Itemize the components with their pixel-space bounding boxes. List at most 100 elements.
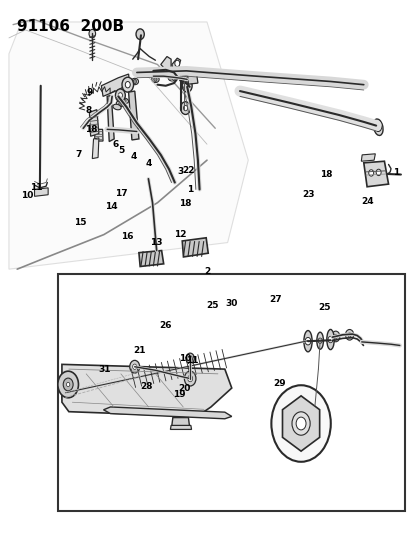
Ellipse shape	[113, 104, 121, 110]
Ellipse shape	[131, 78, 138, 85]
Text: 18: 18	[85, 125, 97, 134]
Polygon shape	[9, 22, 248, 269]
Ellipse shape	[316, 332, 323, 349]
Text: 31: 31	[98, 365, 110, 374]
Text: 10: 10	[179, 354, 191, 363]
Text: 22: 22	[181, 166, 194, 175]
Polygon shape	[361, 154, 375, 161]
Text: 17: 17	[115, 189, 128, 198]
Ellipse shape	[116, 101, 124, 107]
Text: 25: 25	[206, 301, 218, 310]
Ellipse shape	[180, 75, 190, 83]
Text: 1: 1	[392, 168, 398, 177]
Polygon shape	[95, 130, 103, 141]
Circle shape	[184, 371, 195, 386]
Circle shape	[185, 353, 194, 364]
Ellipse shape	[373, 119, 382, 135]
Circle shape	[333, 334, 337, 338]
Circle shape	[183, 106, 187, 111]
Circle shape	[118, 93, 122, 98]
Text: 18: 18	[179, 199, 191, 208]
Ellipse shape	[326, 329, 333, 350]
Text: 29: 29	[273, 379, 285, 388]
Text: 4: 4	[146, 159, 152, 168]
Circle shape	[291, 412, 309, 435]
Text: 91106  200B: 91106 200B	[17, 19, 124, 34]
Circle shape	[327, 336, 332, 343]
Text: 19: 19	[172, 390, 185, 399]
Circle shape	[170, 76, 173, 80]
Circle shape	[174, 60, 179, 67]
Circle shape	[180, 102, 190, 115]
Text: 2: 2	[203, 268, 210, 276]
Circle shape	[317, 338, 321, 343]
Circle shape	[119, 102, 122, 106]
Polygon shape	[101, 74, 129, 96]
Circle shape	[115, 89, 125, 102]
Text: 16: 16	[121, 232, 134, 241]
Text: 4: 4	[131, 152, 137, 161]
Text: 23: 23	[301, 190, 313, 199]
Circle shape	[331, 331, 339, 342]
Circle shape	[125, 82, 130, 88]
Polygon shape	[92, 138, 99, 159]
Circle shape	[344, 329, 353, 340]
Circle shape	[187, 375, 192, 382]
Text: 13: 13	[150, 238, 163, 247]
Text: 14: 14	[105, 202, 117, 211]
Ellipse shape	[120, 98, 128, 103]
Polygon shape	[160, 56, 171, 70]
Polygon shape	[363, 161, 388, 187]
Circle shape	[123, 99, 126, 103]
Polygon shape	[182, 238, 208, 257]
Text: 11: 11	[186, 357, 198, 365]
Circle shape	[368, 169, 373, 176]
Polygon shape	[171, 58, 180, 70]
Circle shape	[129, 360, 139, 373]
Circle shape	[89, 29, 95, 38]
Ellipse shape	[151, 76, 159, 83]
Text: 5: 5	[118, 146, 124, 155]
Polygon shape	[170, 425, 191, 430]
Polygon shape	[171, 417, 189, 426]
Polygon shape	[107, 95, 114, 142]
Circle shape	[182, 79, 192, 92]
Polygon shape	[34, 188, 48, 196]
Polygon shape	[139, 251, 163, 266]
Circle shape	[133, 79, 136, 84]
Ellipse shape	[180, 73, 188, 79]
Text: 11: 11	[30, 183, 43, 192]
Circle shape	[182, 74, 185, 78]
Text: 10: 10	[21, 191, 33, 200]
Text: 1: 1	[187, 185, 193, 194]
Circle shape	[66, 382, 70, 386]
Text: 21: 21	[133, 346, 145, 354]
Text: 24: 24	[360, 197, 373, 206]
Circle shape	[136, 29, 144, 39]
Polygon shape	[282, 396, 319, 451]
Circle shape	[58, 371, 78, 398]
Text: 18: 18	[320, 170, 332, 179]
Bar	[58, 274, 404, 511]
Text: 26: 26	[159, 321, 171, 330]
Polygon shape	[187, 74, 197, 84]
Text: 27: 27	[268, 295, 281, 304]
Circle shape	[183, 77, 187, 82]
Text: 30: 30	[224, 299, 237, 308]
Circle shape	[63, 378, 73, 391]
Circle shape	[153, 77, 157, 82]
Text: 9: 9	[86, 88, 93, 97]
Circle shape	[375, 169, 380, 175]
Text: 28: 28	[140, 382, 152, 391]
Polygon shape	[103, 407, 231, 419]
Text: 6: 6	[112, 140, 118, 149]
Circle shape	[374, 123, 381, 132]
Polygon shape	[62, 391, 79, 399]
Polygon shape	[62, 365, 231, 416]
Polygon shape	[89, 110, 99, 136]
Ellipse shape	[303, 330, 311, 352]
Text: 3: 3	[177, 167, 183, 176]
Circle shape	[122, 77, 133, 92]
Text: 20: 20	[178, 384, 190, 392]
Circle shape	[132, 364, 136, 369]
